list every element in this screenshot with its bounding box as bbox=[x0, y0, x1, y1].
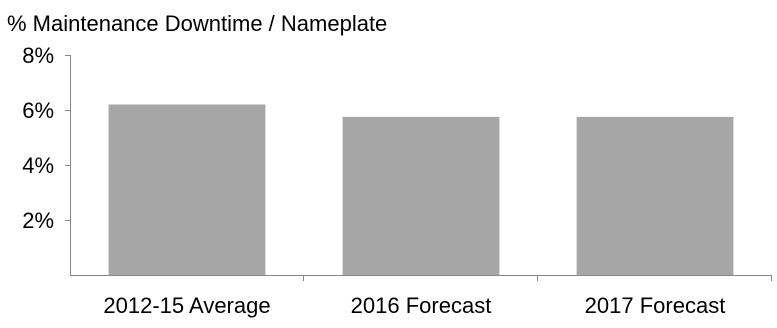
chart-title: % Maintenance Downtime / Nameplate bbox=[7, 11, 387, 36]
bars-group bbox=[108, 104, 734, 275]
x-axis-ticks: 2012-15 Average 2016 Forecast 2017 Forecas… bbox=[103, 275, 772, 318]
x-tick-label: 2017 Forecast bbox=[585, 293, 726, 318]
y-tick-label: 8% bbox=[22, 43, 54, 68]
bar bbox=[342, 116, 500, 275]
y-axis-ticks: 2% 4% 6% 8% bbox=[22, 43, 70, 233]
bar bbox=[108, 104, 266, 275]
x-tick-label: 2016 Forecast bbox=[351, 293, 492, 318]
x-tick-label: 2012-15 Average bbox=[103, 293, 270, 318]
y-tick-label: 2% bbox=[22, 208, 54, 233]
y-tick-label: 4% bbox=[22, 153, 54, 178]
y-tick-label: 6% bbox=[22, 98, 54, 123]
bar bbox=[576, 116, 734, 275]
